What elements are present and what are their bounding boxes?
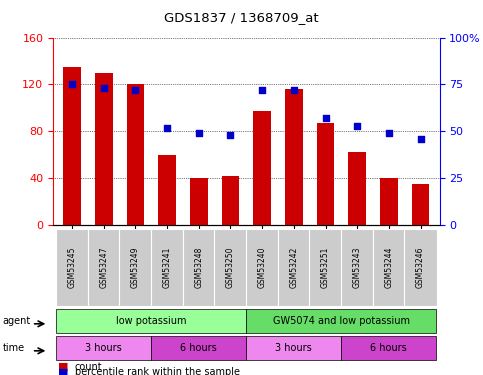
Text: percentile rank within the sample: percentile rank within the sample [75,368,240,375]
Text: GSM53251: GSM53251 [321,246,330,288]
Text: GSM53248: GSM53248 [194,246,203,288]
Bar [317,123,334,225]
Text: 3 hours: 3 hours [85,343,122,353]
Text: 6 hours: 6 hours [181,343,217,353]
Text: ■: ■ [58,368,69,375]
Point [258,87,266,93]
Point [322,115,329,121]
Bar [190,178,208,225]
Text: GSM53243: GSM53243 [353,246,362,288]
Text: ■: ■ [58,362,69,372]
Text: agent: agent [2,316,30,326]
Bar [412,184,429,225]
Text: time: time [2,343,25,353]
Bar [63,67,81,225]
Point [354,123,361,129]
Text: 3 hours: 3 hours [275,343,312,353]
Point [195,130,203,136]
Text: low potassium: low potassium [116,316,186,326]
Point [290,87,298,93]
Bar [254,111,271,225]
Bar [158,154,176,225]
Bar [95,73,113,225]
Text: GSM53247: GSM53247 [99,246,108,288]
Point [417,136,425,142]
Text: GSM53240: GSM53240 [257,246,267,288]
Text: GDS1837 / 1368709_at: GDS1837 / 1368709_at [164,11,319,24]
Point [68,81,76,87]
Point [385,130,393,136]
Point [227,132,234,138]
Bar [380,178,398,225]
Bar [222,176,239,225]
Point [163,124,171,130]
Point [100,85,108,91]
Bar [285,89,302,225]
Text: GSM53245: GSM53245 [68,246,77,288]
Text: count: count [75,362,102,372]
Text: GSM53249: GSM53249 [131,246,140,288]
Text: GW5074 and low potassium: GW5074 and low potassium [273,316,410,326]
Bar [127,84,144,225]
Text: GSM53241: GSM53241 [163,246,171,288]
Text: GSM53244: GSM53244 [384,246,393,288]
Bar [348,152,366,225]
Text: GSM53246: GSM53246 [416,246,425,288]
Point [131,87,139,93]
Text: GSM53242: GSM53242 [289,246,298,288]
Text: 6 hours: 6 hours [370,343,407,353]
Text: GSM53250: GSM53250 [226,246,235,288]
